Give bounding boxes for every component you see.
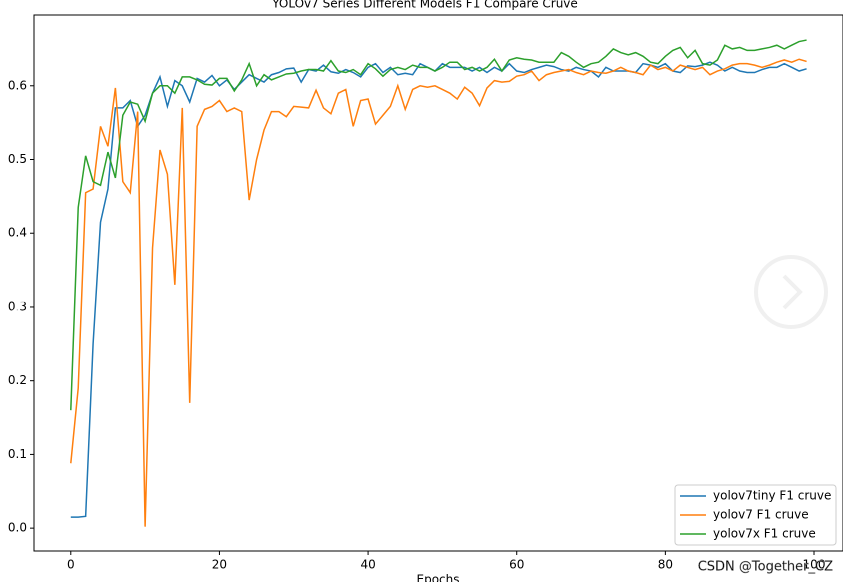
y-tick-label: 0.5: [8, 152, 27, 166]
chart-title: YOLOv7 Series Different Models F1 Compar…: [271, 0, 578, 11]
next-arrow[interactable]: [751, 252, 831, 332]
y-tick-label: 0.4: [8, 226, 27, 240]
legend-label: yolov7tiny F1 cruve: [713, 489, 831, 503]
plot-frame: [33, 14, 843, 552]
series-line: [70, 39, 807, 411]
watermark: CSDN @Together_CZ: [698, 560, 833, 575]
legend-label: yolov7x F1 cruve: [713, 527, 816, 541]
legend-box: [674, 484, 837, 546]
legend-label: yolov7 F1 cruve: [713, 508, 809, 522]
x-tick-label: 40: [360, 558, 375, 572]
x-tick-label: 0: [67, 558, 75, 572]
y-tick-label: 0.2: [8, 373, 27, 387]
y-tick-label: 0.0: [8, 521, 27, 535]
x-tick-label: 100: [803, 558, 826, 572]
prev-arrow[interactable]: [0, 252, 30, 322]
y-tick-label: 0.1: [8, 447, 27, 461]
x-axis-label: Epochs: [417, 573, 460, 582]
series-line: [70, 58, 807, 527]
x-tick-label: 80: [658, 558, 673, 572]
x-tick-label: 20: [212, 558, 227, 572]
x-tick-label: 60: [509, 558, 524, 572]
series-line: [70, 61, 807, 518]
y-tick-label: 0.6: [8, 78, 27, 92]
